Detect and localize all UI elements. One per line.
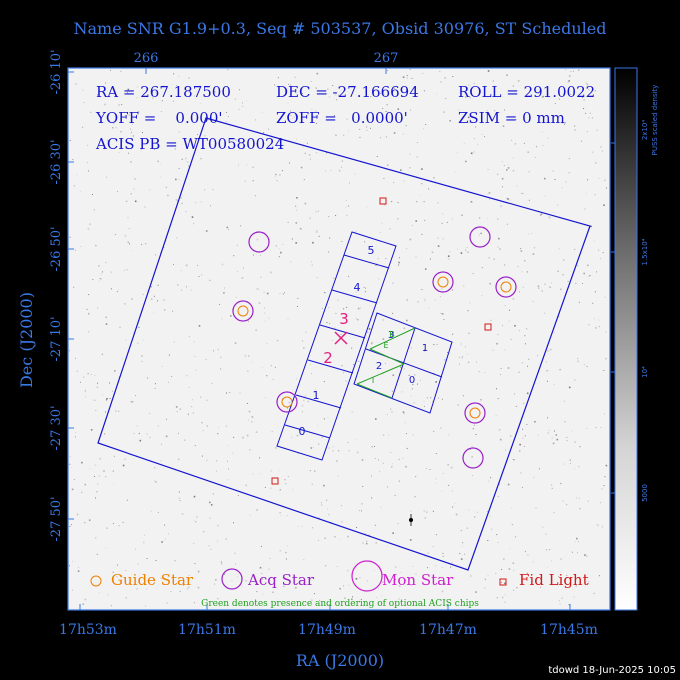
colorbar: [615, 68, 637, 610]
colorbar-tick-3: 5000: [641, 484, 649, 502]
bottom-tick-4: 17h45m: [540, 622, 598, 638]
left-tick-4: -27 30': [49, 405, 64, 450]
top-tick-266: 266: [134, 51, 159, 66]
colorbar-tick-0: 2x10⁴: [641, 120, 649, 141]
fid-light: [271, 477, 279, 485]
colorbar-ticks: [611, 142, 615, 494]
y-axis-label: Dec (J2000): [17, 292, 36, 388]
legend-guide-icon: [90, 575, 102, 587]
param-acis-pb: ACIS PB = WT00580024: [95, 135, 284, 153]
optional-chip-e: E: [383, 341, 388, 350]
colorbar-tick-2: 10⁴: [641, 366, 649, 378]
left-tick-5: -27 50': [49, 496, 64, 541]
footer-stamp: tdowd 18-Jun-2025 10:05: [548, 665, 676, 676]
frame-ticks: [68, 68, 571, 610]
chart-title: Name SNR G1.9+0.3, Seq # 503537, Obsid 3…: [74, 19, 607, 38]
acq-star: [248, 231, 270, 253]
legend-acq-icon: [221, 568, 243, 590]
left-tick-2: -26 50': [49, 226, 64, 271]
guide-star: [437, 276, 449, 288]
chip-s0: 0: [299, 425, 306, 438]
bottom-tick-2: 17h49m: [298, 622, 356, 638]
legend-fid-icon: [499, 578, 507, 586]
acq-stars: [232, 226, 517, 469]
chip-s2-label: 2: [323, 349, 333, 367]
guide-star: [469, 407, 481, 419]
legend-mon-label: Mon Star: [382, 571, 454, 589]
acq-star: [464, 402, 486, 424]
acq-star: [232, 300, 254, 322]
legend-guide-label: Guide Star: [111, 571, 194, 589]
chip-s1: 1: [313, 389, 320, 402]
legend-note: Green denotes presence and ordering of o…: [201, 599, 479, 609]
left-tick-1: -26 30': [49, 139, 64, 184]
optional-chip-labels: I E B: [372, 330, 395, 385]
acq-star: [276, 391, 298, 413]
param-yoff: YOFF = 0.000': [95, 109, 223, 127]
acis-i-labels: 0 1 2 3: [376, 330, 428, 386]
fid-light: [379, 197, 387, 205]
legend-fid-label: Fid Light: [519, 571, 589, 589]
chip-s5: 5: [368, 244, 375, 257]
guide-stars: [237, 276, 512, 419]
optional-chip-b: B: [389, 330, 395, 339]
param-zsim: ZSIM = 0 mm: [458, 109, 565, 127]
aimpoint-marker: [334, 331, 348, 345]
guide-star: [281, 396, 293, 408]
acis-s-labels: 0 1 4 5: [299, 244, 375, 438]
bottom-tick-3: 17h47m: [419, 622, 477, 638]
guide-star: [500, 281, 512, 293]
guide-star: [237, 305, 249, 317]
chip-i3: 3: [388, 330, 394, 341]
legend-mon-icon: [351, 560, 383, 592]
top-tick-267: 267: [374, 51, 399, 66]
acis-s-array: [276, 231, 397, 461]
colorbar-label: PUSS scaled density: [651, 85, 659, 156]
acis-i-array: [353, 312, 453, 414]
chip-s3-label: 3: [339, 310, 349, 328]
acq-star: [495, 276, 517, 298]
sky-noise: [69, 69, 608, 607]
acq-star: [432, 271, 454, 293]
optional-chips: [356, 327, 416, 399]
chip-i2: 2: [376, 361, 382, 372]
chip-s4: 4: [354, 281, 361, 294]
param-roll: ROLL = 291.0022: [458, 83, 595, 101]
acq-star: [462, 447, 484, 469]
colorbar-tick-1: 1.5x10⁴: [641, 238, 649, 265]
chip-i0: 0: [409, 375, 415, 386]
param-zoff: ZOFF = 0.0000': [276, 109, 408, 127]
param-dec: DEC = -27.166694: [276, 83, 419, 101]
acq-star: [469, 226, 491, 248]
bottom-tick-0: 17h53m: [59, 622, 117, 638]
fid-light: [484, 323, 492, 331]
left-tick-0: -26 10': [49, 49, 64, 94]
param-ra: RA = 267.187500: [96, 83, 231, 101]
bright-star: [409, 514, 413, 526]
left-tick-3: -27 10': [49, 316, 64, 361]
chip-i1: 1: [422, 343, 428, 354]
observation-params: RA = 267.187500 DEC = -27.166694 ROLL = …: [95, 83, 595, 153]
legend-acq-label: Acq Star: [247, 571, 315, 589]
fid-lights: [271, 197, 492, 485]
field-of-view-box: [97, 117, 591, 571]
bottom-tick-1: 17h51m: [178, 622, 236, 638]
legend: Guide Star Acq Star Mon Star Fid Light G…: [90, 560, 589, 609]
optional-chip-i: I: [372, 376, 374, 385]
x-axis-label: RA (J2000): [296, 651, 384, 670]
